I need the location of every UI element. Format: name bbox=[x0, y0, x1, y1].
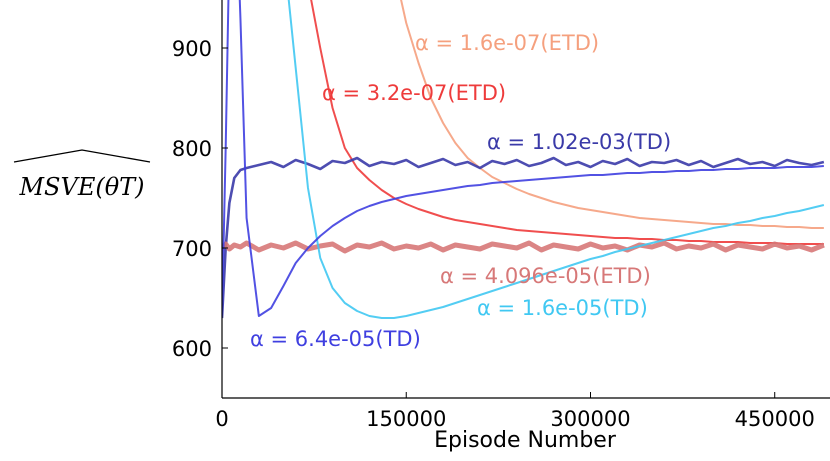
y-tick-label: 600 bbox=[172, 337, 212, 361]
x-tick-label: 0 bbox=[215, 407, 228, 431]
series-label: α = 4.096e-05(ETD) bbox=[440, 264, 651, 288]
series-line bbox=[222, 156, 825, 319]
series-line bbox=[400, 0, 824, 229]
series-label: α = 3.2e-07(ETD) bbox=[322, 81, 506, 105]
series-label: α = 1.6e-05(TD) bbox=[477, 296, 648, 320]
y-label-hat bbox=[13, 149, 151, 163]
series-line bbox=[287, 0, 825, 319]
y-axis-label: MSVE(θT) bbox=[18, 173, 144, 201]
x-axis-label: Episode Number bbox=[434, 428, 617, 453]
x-tick-label: 300000 bbox=[550, 407, 630, 431]
y-tick-label: 900 bbox=[172, 37, 212, 61]
x-tick-label: 450000 bbox=[735, 407, 815, 431]
series-line bbox=[310, 0, 824, 245]
y-tick-label: 800 bbox=[172, 137, 212, 161]
series-label: α = 1.6e-07(ETD) bbox=[415, 31, 599, 55]
series-label: α = 6.4e-05(TD) bbox=[250, 327, 421, 351]
series-line bbox=[222, 240, 825, 254]
x-tick-label: 150000 bbox=[366, 407, 446, 431]
y-tick-label: 700 bbox=[172, 237, 212, 261]
series-label: α = 1.02e-03(TD) bbox=[487, 130, 671, 154]
series-line bbox=[222, 0, 824, 317]
plot-area bbox=[222, 0, 825, 319]
